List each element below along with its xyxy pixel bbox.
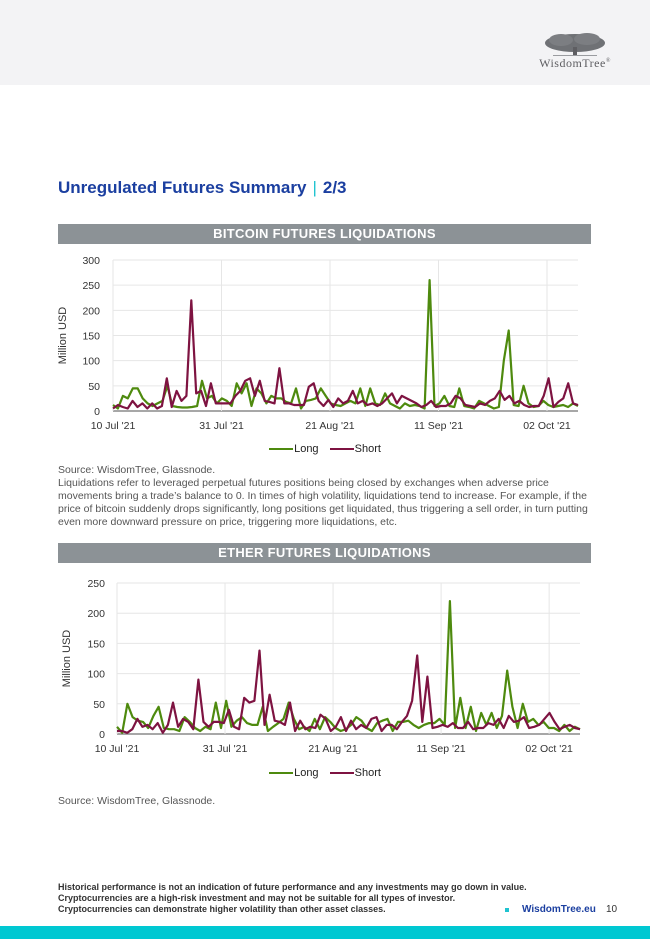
ether-liquidations-chart: 0 50 100 150 200 250 10 Jul '21 31 Jul '21 21 Au… [61, 578, 581, 755]
x-tick-label: 10 Jul '21 [95, 743, 140, 755]
y-axis-label: Million USD [61, 630, 73, 688]
tree-icon [545, 33, 605, 56]
bottom-accent-bar [0, 926, 650, 939]
legend-swatch-long [269, 448, 294, 450]
y-tick-label: 50 [93, 699, 105, 711]
bitcoin-source: Source: WisdomTree, Glassnode. [58, 464, 216, 476]
legend-item-long: Long [269, 767, 319, 779]
legend-label-short: Short [354, 767, 381, 779]
legend-item-long: Long [269, 443, 319, 455]
y-tick-label: 250 [82, 280, 100, 292]
x-tick-label: 31 Jul '21 [199, 420, 244, 432]
website-link[interactable]: WisdomTree.eu [522, 904, 596, 915]
y-tick-label: 100 [87, 669, 105, 681]
series-line-short [112, 299, 579, 410]
page-title-text: Unregulated Futures Summary [58, 178, 307, 197]
disclaimer: Historical performance is not an indicat… [58, 882, 527, 915]
page-number: 10 [606, 904, 618, 915]
y-tick-label: 0 [99, 729, 105, 741]
x-tick-label: 21 Aug '21 [308, 743, 357, 755]
ether-chart-banner: ETHER FUTURES LIQUIDATIONS [58, 543, 591, 563]
x-tick-label: 21 Aug '21 [305, 420, 354, 432]
x-tick-label: 02 Oct '21 [523, 420, 571, 432]
x-tick-label: 11 Sep '21 [417, 743, 466, 755]
page-of-count: 2/3 [322, 178, 347, 197]
y-tick-label: 150 [87, 638, 105, 650]
title-separator: | [312, 178, 317, 197]
liquidations-description: Liquidations refer to leveraged perpetua… [58, 477, 588, 528]
legend-label-short: Short [354, 443, 381, 455]
x-tick-label: 10 Jul '21 [91, 420, 136, 432]
y-tick-label: 200 [82, 305, 100, 317]
series-line-long [116, 599, 581, 734]
bitcoin-chart-banner: BITCOIN FUTURES LIQUIDATIONS [58, 224, 591, 244]
logo-text: WisdomTree® [539, 56, 611, 70]
y-tick-label: 100 [82, 356, 100, 368]
x-tick-label: 31 Jul '21 [203, 743, 248, 755]
x-tick-label: 11 Sep '21 [414, 420, 463, 432]
y-axis-label: Million USD [57, 307, 69, 365]
disclaimer-line-2: Cryptocurrencies are a high-risk investm… [58, 893, 456, 903]
y-tick-label: 250 [87, 578, 105, 590]
legend-swatch-short [329, 448, 354, 450]
legend-swatch-short [329, 772, 354, 774]
bitcoin-chart-legend: Long Short [0, 441, 650, 455]
y-tick-label: 50 [88, 381, 100, 393]
legend-swatch-long [269, 772, 294, 774]
x-tick-label: 02 Oct '21 [525, 743, 573, 755]
page-title: Unregulated Futures Summary | 2/3 [58, 178, 347, 198]
y-tick-label: 150 [82, 331, 100, 343]
legend-label-long: Long [294, 443, 319, 455]
legend-item-short: Short [329, 767, 381, 779]
footer-bullet-icon [505, 908, 509, 912]
legend-item-short: Short [329, 443, 381, 455]
y-tick-label: 300 [82, 255, 100, 267]
series-line-short [117, 649, 581, 734]
wisdomtree-logo: WisdomTree® [520, 32, 630, 71]
disclaimer-line-3: Cryptocurrencies can demonstrate higher … [58, 904, 386, 914]
bitcoin-liquidations-chart: 0 50 100 150 200 250 300 10 Jul '21 31 Jul '21 21… [57, 255, 579, 432]
ether-source: Source: WisdomTree, Glassnode. [58, 795, 216, 807]
y-tick-label: 200 [87, 608, 105, 620]
legend-label-long: Long [294, 767, 319, 779]
disclaimer-line-1: Historical performance is not an indicat… [58, 882, 527, 892]
ether-chart-legend: Long Short [0, 765, 650, 779]
y-tick-label: 0 [94, 406, 100, 418]
page-header: WisdomTree® [0, 0, 650, 85]
